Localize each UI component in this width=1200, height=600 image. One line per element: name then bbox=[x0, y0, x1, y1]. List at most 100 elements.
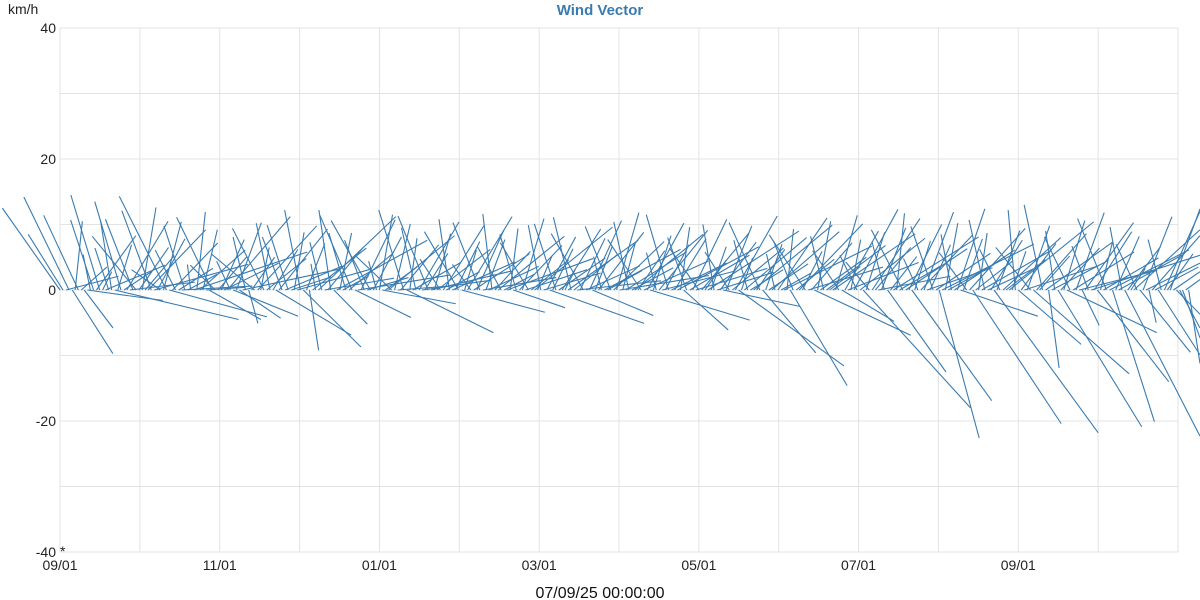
wind-vector bbox=[318, 216, 397, 291]
wind-vector bbox=[409, 238, 418, 291]
wind-vector bbox=[662, 270, 736, 291]
wind-vector bbox=[1048, 289, 1060, 369]
wind-vector bbox=[293, 232, 305, 291]
wind-vector bbox=[1118, 254, 1184, 291]
wind-vector bbox=[956, 208, 986, 291]
wind-vector bbox=[421, 279, 492, 291]
wind-vector bbox=[70, 194, 101, 291]
wind-vector bbox=[406, 289, 494, 334]
wind-vector bbox=[546, 236, 577, 291]
wind-vector bbox=[789, 289, 848, 386]
wind-vector bbox=[235, 222, 262, 291]
wind-vector bbox=[497, 235, 565, 291]
wind-vector bbox=[260, 247, 270, 291]
wind-vector bbox=[1115, 243, 1138, 291]
wind-vector bbox=[801, 251, 823, 291]
wind-vector bbox=[586, 265, 641, 291]
wind-vector bbox=[870, 229, 904, 291]
wind-vector bbox=[227, 216, 291, 291]
wind-vector bbox=[400, 227, 417, 291]
wind-vector bbox=[762, 289, 817, 354]
wind-vector bbox=[1045, 230, 1056, 291]
wind-vector bbox=[308, 289, 320, 351]
wind-vector bbox=[319, 215, 353, 291]
wind-vector bbox=[844, 230, 879, 291]
wind-vector bbox=[1017, 289, 1082, 345]
wind-vector bbox=[189, 264, 216, 291]
wind-vector bbox=[732, 247, 784, 291]
wind-vector bbox=[1075, 212, 1105, 291]
wind-vector bbox=[242, 268, 340, 291]
wind-vector bbox=[704, 251, 730, 291]
wind-vector bbox=[96, 235, 137, 291]
x-tick-label: 01/01 bbox=[362, 557, 397, 573]
wind-vector bbox=[1005, 259, 1046, 291]
wind-vector bbox=[786, 229, 795, 291]
wind-vector bbox=[1007, 210, 1016, 291]
wind-vector bbox=[1023, 204, 1044, 291]
wind-vector bbox=[987, 268, 1034, 291]
wind-vector bbox=[1072, 251, 1135, 291]
wind-vector bbox=[1093, 231, 1133, 291]
x-tick-label: 03/01 bbox=[522, 557, 557, 573]
wind-vector bbox=[704, 260, 727, 291]
wind-vector bbox=[890, 256, 918, 291]
wind-vector bbox=[826, 245, 886, 291]
wind-vector bbox=[549, 289, 645, 324]
chart-title: Wind Vector bbox=[557, 2, 644, 19]
y-axis-ticks: 40 20 0 -20 -40 bbox=[36, 20, 56, 560]
wind-vector bbox=[94, 247, 110, 291]
wind-vector bbox=[534, 226, 613, 291]
wind-vector bbox=[477, 246, 502, 291]
wind-vector bbox=[419, 258, 441, 291]
wind-vector bbox=[291, 276, 332, 291]
wind-vector bbox=[499, 242, 529, 291]
wind-vector bbox=[216, 260, 231, 291]
wind-vector bbox=[519, 245, 563, 291]
wind-vector bbox=[181, 285, 253, 291]
wind-vector bbox=[607, 239, 642, 291]
wind-vector bbox=[753, 224, 833, 291]
wind-vector bbox=[1111, 289, 1155, 422]
wind-vector bbox=[558, 257, 606, 291]
wind-vector bbox=[330, 220, 371, 291]
wind-vector bbox=[814, 289, 911, 336]
wind-vector bbox=[217, 256, 248, 291]
wind-vector bbox=[455, 241, 481, 291]
wind-vector bbox=[1100, 242, 1113, 291]
wind-vector bbox=[679, 227, 691, 291]
wind-vector bbox=[1166, 253, 1194, 291]
wind-vector bbox=[1154, 266, 1199, 291]
wind-vector bbox=[1002, 237, 1062, 291]
wind-vector bbox=[871, 241, 885, 291]
x-axis-ticks: 09/01 11/01 01/01 03/01 05/01 07/01 09/01 bbox=[42, 557, 1036, 573]
wind-vector bbox=[71, 289, 114, 354]
y-axis-unit: km/h bbox=[8, 1, 38, 17]
wind-vector bbox=[683, 289, 729, 331]
wind-vector bbox=[1081, 289, 1100, 326]
wind-vector bbox=[424, 253, 449, 291]
wind-vector bbox=[978, 232, 988, 291]
wind-vector bbox=[777, 217, 828, 291]
wind-vector bbox=[765, 253, 776, 291]
wind-vector bbox=[266, 224, 289, 291]
wind-vector bbox=[176, 217, 213, 291]
wind-vector bbox=[719, 241, 757, 291]
wind-vector bbox=[1109, 227, 1123, 291]
wind-vector bbox=[327, 247, 364, 291]
wind-vector bbox=[853, 209, 899, 291]
wind-vector bbox=[903, 258, 919, 291]
wind-vector bbox=[91, 235, 137, 291]
wind-vector bbox=[613, 221, 630, 291]
wind-vector bbox=[1142, 216, 1173, 291]
wind-vector bbox=[750, 269, 784, 291]
wind-vector bbox=[810, 236, 825, 291]
wind-vector bbox=[910, 226, 934, 291]
wind-vector bbox=[722, 289, 800, 307]
wind-vector bbox=[664, 244, 690, 291]
wind-vector bbox=[567, 239, 639, 291]
wind-vector bbox=[239, 289, 281, 319]
wind-vector bbox=[1057, 289, 1143, 428]
wind-vector bbox=[1176, 289, 1200, 315]
